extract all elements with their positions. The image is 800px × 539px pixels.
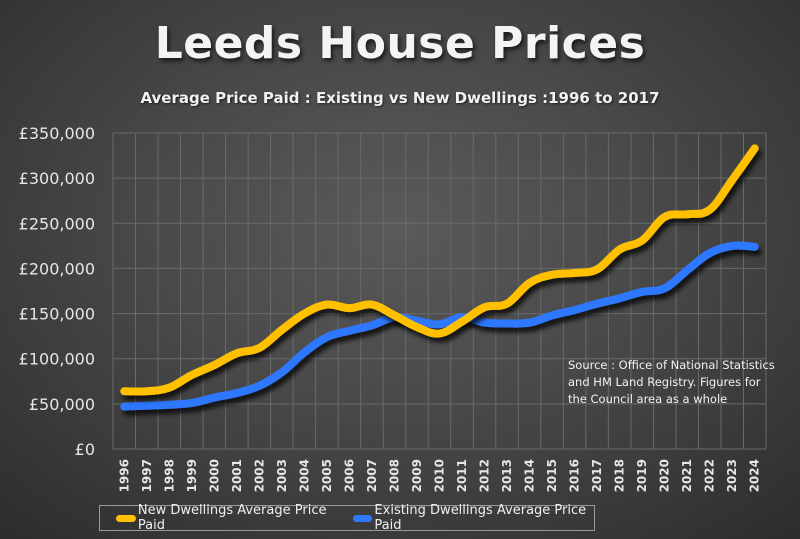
x-tick-label: 2002 <box>252 459 266 492</box>
x-tick-label: 2001 <box>230 459 244 492</box>
legend-item-new-dwellings: New Dwellings Average Price Paid <box>116 503 337 533</box>
x-tick-label: 2017 <box>590 459 604 492</box>
y-tick-label: £350,000 <box>19 124 95 143</box>
x-tick-label: 2020 <box>658 459 672 492</box>
series-line-existing-dwellings <box>120 241 759 411</box>
y-tick-label: £50,000 <box>29 395 95 414</box>
x-tick-label: 2007 <box>365 459 379 492</box>
x-tick-label: 2019 <box>635 459 649 492</box>
x-tick-label: 2005 <box>320 459 334 492</box>
legend-swatch-new-dwellings <box>116 514 136 522</box>
y-tick-label: £150,000 <box>19 305 95 324</box>
x-tick-label: 1996 <box>117 459 131 492</box>
x-tick-label: 1998 <box>162 459 176 492</box>
x-tick-label: 2013 <box>500 459 514 492</box>
x-tick-label: 2024 <box>748 459 762 492</box>
x-tick-label: 2015 <box>545 459 559 492</box>
x-tick-label: 2014 <box>523 459 537 492</box>
y-tick-label: £250,000 <box>19 214 95 233</box>
y-axis-tick-labels: £0 £50,000 £100,000 £150,000 £200,000 £250,00… <box>19 124 95 459</box>
x-tick-label: 2011 <box>455 459 469 492</box>
x-tick-label: 2004 <box>297 459 311 492</box>
x-tick-label: 1997 <box>140 459 154 492</box>
chart-legend: New Dwellings Average Price Paid Existin… <box>99 503 595 533</box>
x-tick-label: 2000 <box>207 459 221 492</box>
x-tick-label: 2018 <box>613 459 627 492</box>
legend-label-existing-dwellings: Existing Dwellings Average Price Paid <box>374 503 587 533</box>
chart-title: Leeds House Prices <box>154 18 646 69</box>
legend-swatch-existing-dwellings <box>352 514 373 522</box>
legend-label-new-dwellings: New Dwellings Average Price Paid <box>137 503 327 533</box>
y-tick-label: £0 <box>75 440 95 459</box>
series-line-new-dwellings <box>120 144 759 396</box>
x-tick-label: 2023 <box>725 459 739 492</box>
x-tick-label: 2010 <box>433 459 447 492</box>
series-line-existing-dwellings-group <box>120 241 759 411</box>
x-tick-label: 2016 <box>568 459 582 492</box>
y-tick-label: £100,000 <box>19 350 95 369</box>
x-tick-label: 1999 <box>185 459 199 492</box>
x-tick-label: 2021 <box>680 459 694 492</box>
x-tick-label: 2012 <box>478 459 492 492</box>
x-tick-label: 2009 <box>410 459 424 492</box>
chart-subtitle: Average Price Paid : Existing vs New Dwe… <box>140 89 660 107</box>
y-tick-label: £300,000 <box>19 169 95 188</box>
y-tick-label: £200,000 <box>19 259 95 278</box>
x-tick-label: 2008 <box>387 459 401 492</box>
x-tick-label: 2003 <box>275 459 289 492</box>
x-tick-label: 2006 <box>342 459 356 492</box>
x-axis-tick-labels: 1996 1997 1998 1999 2000 2001 2002 2003 2004 2005… <box>117 459 761 492</box>
series-lines <box>120 144 759 411</box>
source-annotation: Source : Office of National Statistics a… <box>568 358 775 406</box>
series-line-new-dwellings-group <box>120 144 759 396</box>
legend-item-existing-dwellings: Existing Dwellings Average Price Paid <box>352 503 594 533</box>
x-tick-label: 2022 <box>703 459 717 492</box>
